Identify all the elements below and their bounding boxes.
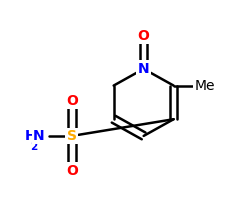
Text: Me: Me	[194, 79, 214, 93]
Text: H: H	[25, 129, 36, 143]
Text: 2: 2	[30, 142, 37, 152]
Text: N: N	[137, 62, 149, 76]
Text: O: O	[66, 94, 78, 108]
Text: S: S	[67, 129, 77, 143]
Text: O: O	[137, 29, 149, 43]
Text: O: O	[66, 164, 78, 178]
Text: N: N	[33, 129, 44, 143]
